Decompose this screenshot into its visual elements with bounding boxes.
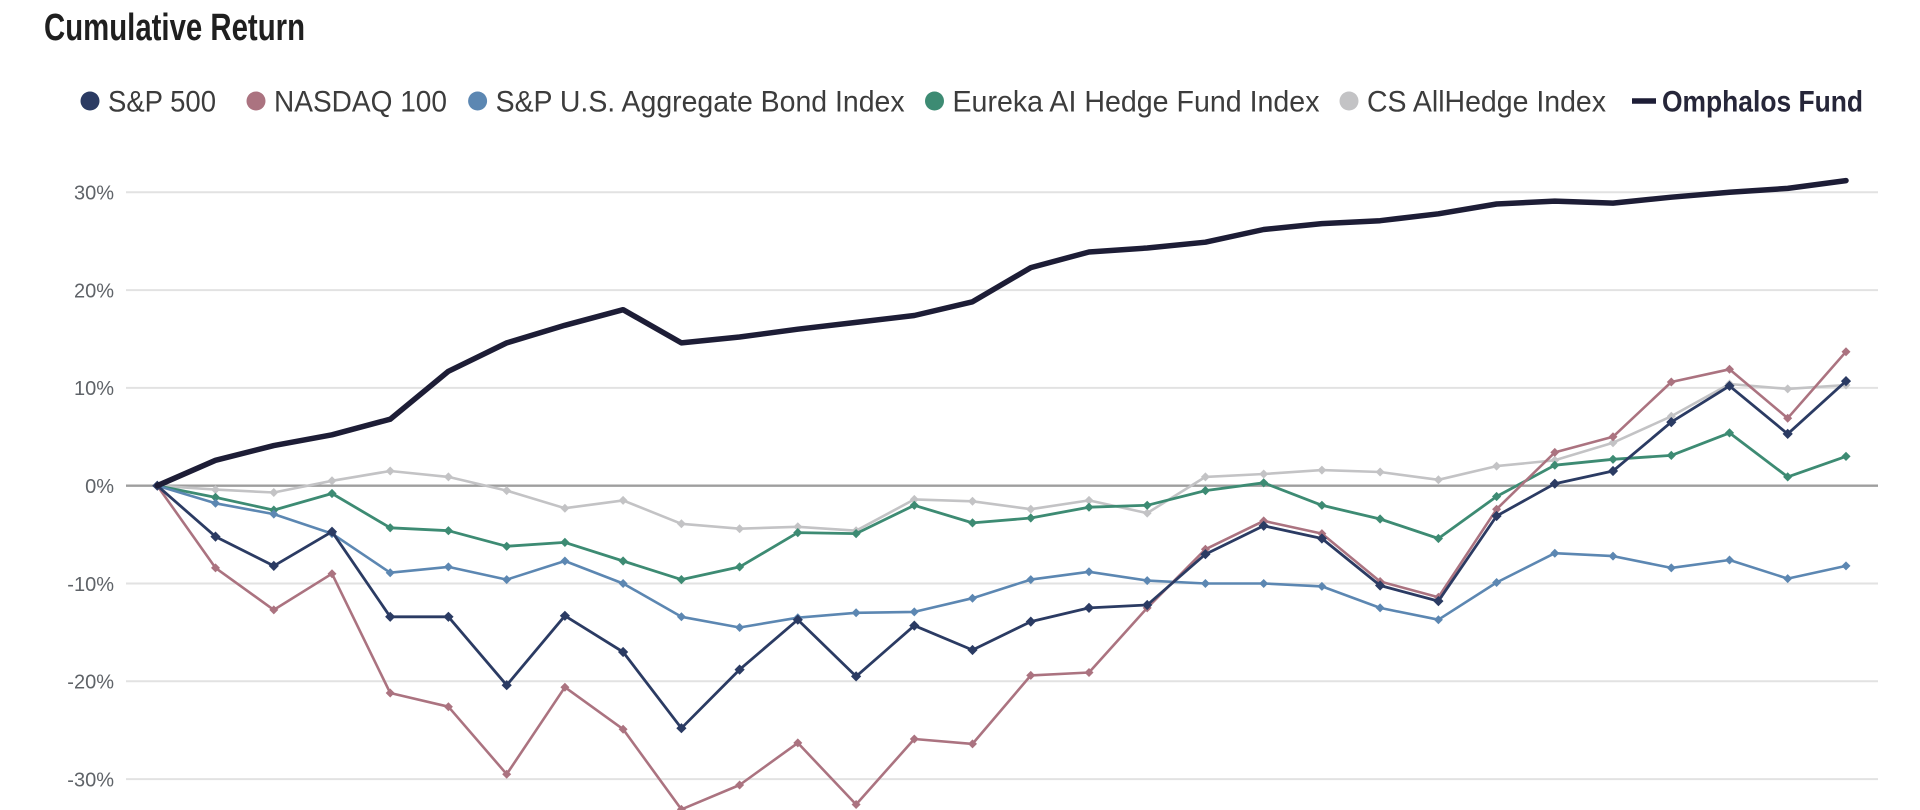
svg-text:-10%: -10% xyxy=(67,574,114,596)
svg-text:Eureka AI Hedge Fund Index: Eureka AI Hedge Fund Index xyxy=(953,86,1320,119)
svg-text:S&P U.S. Aggregate Bond Index: S&P U.S. Aggregate Bond Index xyxy=(496,86,905,119)
svg-text:-30%: -30% xyxy=(67,769,114,791)
svg-text:CS AllHedge Index: CS AllHedge Index xyxy=(1367,86,1606,119)
svg-text:NASDAQ 100: NASDAQ 100 xyxy=(274,86,447,119)
svg-text:-20%: -20% xyxy=(67,672,114,694)
svg-text:Cumulative Return: Cumulative Return xyxy=(44,7,305,49)
svg-text:10%: 10% xyxy=(74,378,114,400)
svg-text:S&P 500: S&P 500 xyxy=(108,86,216,119)
svg-text:Omphalos Fund: Omphalos Fund xyxy=(1662,86,1863,119)
svg-text:0%: 0% xyxy=(85,476,114,498)
svg-text:30%: 30% xyxy=(74,183,114,205)
svg-text:20%: 20% xyxy=(74,280,114,302)
